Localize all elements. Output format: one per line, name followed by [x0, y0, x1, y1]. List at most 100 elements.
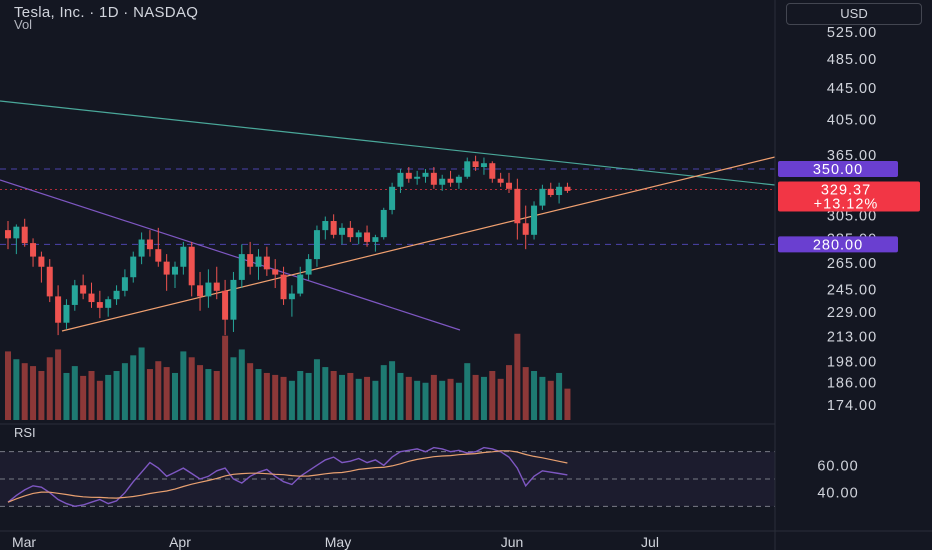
- time-axis-label: Jul: [641, 534, 659, 550]
- volume-bar: [380, 365, 387, 420]
- candle-body: [531, 205, 538, 235]
- price-axis-label: 485.00: [827, 52, 877, 68]
- candle-body: [138, 239, 145, 257]
- candle-body: [230, 279, 237, 320]
- volume-bar: [472, 374, 479, 420]
- candle-body: [180, 246, 187, 267]
- volume-label: Vol: [14, 17, 33, 32]
- volume-bar: [71, 366, 78, 420]
- candle-body: [280, 274, 287, 300]
- candle-body: [422, 172, 429, 177]
- volume-bar: [305, 372, 312, 420]
- candle-body: [288, 293, 295, 300]
- volume-bar: [21, 363, 28, 420]
- price-axis-label: 198.00: [827, 354, 877, 370]
- level-tag-label: 350.00: [813, 162, 863, 178]
- volume-bar: [288, 380, 295, 420]
- volume-bar: [88, 371, 95, 420]
- volume-bar: [5, 351, 11, 420]
- volume-bar: [464, 363, 471, 420]
- volume-bar: [263, 372, 270, 420]
- volume-bar: [188, 357, 195, 420]
- volume-bar: [238, 349, 245, 420]
- resistance-trendline: [0, 100, 776, 186]
- volume-bar: [405, 376, 412, 420]
- volume-bar: [138, 347, 145, 420]
- volume-bar: [255, 369, 262, 420]
- volume-bar: [455, 382, 462, 420]
- candle-body: [389, 186, 396, 210]
- candle-body: [497, 178, 504, 183]
- price-axis: [775, 0, 932, 550]
- last-price-change-label: +13.12%: [814, 196, 879, 212]
- price-axis-label: 213.00: [827, 330, 877, 346]
- candle-body: [113, 290, 120, 300]
- volume-bar: [247, 363, 254, 420]
- candle-body: [322, 221, 329, 231]
- price-pane: [0, 0, 775, 430]
- rsi-ma-line: [7, 450, 568, 503]
- volume-bar: [547, 380, 554, 420]
- candle-body: [172, 266, 178, 275]
- candle-body: [339, 227, 345, 235]
- volume-bar: [96, 380, 103, 420]
- candle-body: [522, 223, 529, 235]
- price-axis-label: 245.00: [827, 282, 877, 298]
- candle-body: [5, 230, 11, 239]
- candle-body: [21, 226, 28, 244]
- volume-bar: [63, 372, 70, 420]
- volume-bar: [430, 374, 437, 420]
- candle-body: [63, 304, 70, 323]
- volume-bar: [197, 365, 204, 420]
- volume-bar: [280, 376, 287, 420]
- level-tag: [778, 236, 898, 253]
- volume-bar: [447, 378, 454, 420]
- candle-body: [197, 285, 204, 297]
- volume-bar: [355, 378, 362, 420]
- rsi-line: [7, 446, 568, 508]
- volume-bar: [46, 357, 53, 420]
- candle-body: [30, 243, 37, 257]
- volume-bar: [522, 367, 529, 420]
- volume-bar: [556, 372, 563, 420]
- price-axis-label: 305.00: [827, 208, 877, 224]
- volume-bar: [113, 371, 120, 420]
- volume-bar: [422, 382, 429, 420]
- candle-body: [247, 254, 254, 267]
- level-tag-label: 280.00: [813, 237, 863, 253]
- volume-bar: [389, 361, 396, 420]
- candle-body: [514, 188, 521, 224]
- candle-body: [313, 230, 320, 260]
- candle-body: [155, 249, 162, 262]
- time-axis-label: Apr: [169, 534, 191, 550]
- candle-body: [397, 172, 404, 187]
- currency-button[interactable]: USD: [786, 3, 922, 25]
- volume-bar: [38, 371, 45, 420]
- volume-bar: [514, 333, 521, 420]
- volume-bar: [222, 335, 229, 420]
- volume-bar: [539, 376, 546, 420]
- candle-body: [188, 246, 195, 286]
- candle-body: [414, 176, 421, 179]
- candle-body: [564, 186, 571, 191]
- candle-body: [556, 186, 563, 196]
- candle-body: [222, 290, 229, 320]
- time-axis-label: Jun: [501, 534, 524, 550]
- candle-body: [380, 209, 387, 238]
- volume-bar: [272, 374, 279, 420]
- volume-bar: [322, 367, 329, 420]
- candle-body: [547, 188, 554, 196]
- volume-bar: [172, 372, 178, 420]
- candle-body: [80, 285, 87, 294]
- candle-body: [372, 237, 379, 242]
- candle-body: [430, 172, 437, 185]
- candle-body: [464, 161, 471, 177]
- volume-bar: [339, 374, 345, 420]
- rsi-axis-label: 60.00: [817, 458, 858, 474]
- candle-body: [447, 178, 454, 183]
- candle-body: [205, 282, 212, 297]
- candle-body: [46, 266, 53, 297]
- volume-bar: [480, 376, 487, 420]
- volume-bar: [130, 355, 137, 420]
- volume-bar: [13, 359, 20, 420]
